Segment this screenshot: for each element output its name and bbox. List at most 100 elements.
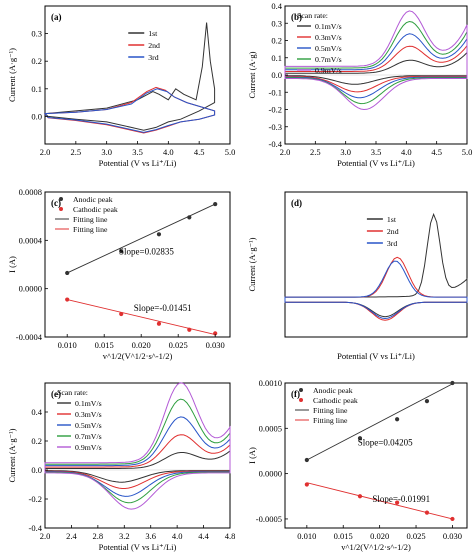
legend-marker bbox=[299, 398, 303, 402]
y-tick-label: 0.0 bbox=[31, 111, 42, 121]
data-point bbox=[304, 457, 309, 463]
x-tick-label: 2.0 bbox=[280, 147, 291, 157]
y-tick-label: 0.4 bbox=[31, 407, 42, 417]
x-tick-label: 4.5 bbox=[194, 147, 205, 157]
x-tick-label: 2.5 bbox=[71, 147, 82, 157]
legend-title: Scan rate: bbox=[297, 11, 328, 20]
cv-curve-0.3mV/s bbox=[284, 44, 468, 93]
x-axis-label: Potential (V vs Li⁺/Li) bbox=[337, 158, 415, 168]
legend-marker bbox=[59, 197, 63, 201]
x-tick-label: 0.010 bbox=[297, 531, 316, 541]
x-tick-label: 3.2 bbox=[119, 531, 130, 541]
y-tick-label: 0.1 bbox=[31, 84, 42, 94]
x-axis-label: Potential (V vs Li⁺/Li) bbox=[99, 158, 177, 168]
data-point bbox=[187, 215, 192, 220]
x-axis-label: Potential (V vs Li⁺/Li) bbox=[99, 542, 177, 552]
cv-curve-3rd bbox=[43, 88, 216, 133]
legend-entry: Fitting line bbox=[313, 406, 348, 415]
y-tick-label: 0.0004 bbox=[19, 235, 43, 245]
legend-entry: Cathodic peak bbox=[73, 205, 118, 214]
legend-entry: 2nd bbox=[387, 227, 399, 236]
fitting-line bbox=[306, 383, 453, 461]
data-point bbox=[119, 311, 124, 317]
slope-annotation-anodic: Slope=0.04205 bbox=[358, 437, 413, 447]
legend-entry: Anodic peak bbox=[73, 195, 113, 204]
legend-entry: Fitting line bbox=[313, 416, 348, 425]
legend-entry: 0.9mV/s bbox=[75, 443, 102, 452]
cv-curve-0.5mV/s bbox=[44, 416, 231, 497]
y-tick-label: 0.0 bbox=[31, 465, 42, 475]
legend-title: Scan rate: bbox=[57, 388, 88, 397]
x-tick-label: 2.0 bbox=[40, 531, 51, 541]
y-tick-label: -0.4 bbox=[29, 523, 43, 533]
cv-curve-0.9mV/s bbox=[44, 382, 231, 510]
data-point bbox=[65, 297, 70, 302]
cv-curve-0.7mV/s bbox=[44, 398, 231, 504]
data-point bbox=[213, 201, 218, 207]
x-tick-label: 3.0 bbox=[340, 147, 351, 157]
x-tick-label: 0.020 bbox=[370, 531, 389, 541]
x-tick-label: 2.4 bbox=[66, 531, 77, 541]
y-axis-label: Current (A·g) bbox=[247, 51, 257, 98]
legend-entry: Cathodic peak bbox=[313, 396, 358, 405]
panel-d: 1st 2nd 3rd Potential (V vs Li⁺/Li) Current … bbox=[247, 191, 468, 361]
data-point bbox=[119, 249, 124, 254]
y-axis-label: Current (A·g⁻¹) bbox=[247, 237, 257, 291]
y-tick-label: 0.0008 bbox=[19, 187, 42, 197]
data-point bbox=[395, 500, 400, 505]
panel-b: Scan rate: 0.1mV/s 0.3mV/s 0.5mV/s 0.7mV/s 0.… bbox=[247, 1, 472, 168]
data-point bbox=[395, 417, 400, 422]
data-point bbox=[156, 232, 162, 237]
data-point bbox=[304, 482, 309, 487]
y-tick-label: -0.2 bbox=[29, 494, 42, 504]
plot-frame bbox=[44, 5, 231, 145]
data-point bbox=[424, 399, 430, 404]
plot-frame bbox=[284, 191, 468, 338]
cv-curve-0.9mV/s bbox=[284, 10, 468, 111]
y-tick-label: 0.2 bbox=[31, 56, 42, 66]
legend-entry: 1st bbox=[148, 29, 158, 38]
panel-label: (f) bbox=[291, 389, 300, 399]
x-tick-label: 4.0 bbox=[401, 147, 412, 157]
y-tick-label: 0.2 bbox=[271, 36, 282, 46]
legend-marker bbox=[59, 207, 63, 211]
x-tick-label: 0.015 bbox=[334, 531, 353, 541]
x-tick-label: 5.0 bbox=[225, 147, 236, 157]
data-point bbox=[357, 494, 363, 499]
x-tick-label: 0.030 bbox=[206, 340, 225, 350]
y-axis-label: Current (A·g⁻¹) bbox=[7, 48, 17, 102]
y-tick-label: -0.4 bbox=[269, 139, 283, 149]
plot-frame bbox=[284, 382, 468, 529]
y-axis-label: I (A) bbox=[247, 447, 257, 464]
x-tick-label: 0.010 bbox=[58, 340, 77, 350]
y-tick-label: 0.0 bbox=[271, 70, 282, 80]
y-tick-label: 0.0005 bbox=[259, 423, 282, 433]
x-axis-label: v^1/2(V^1/2·s^-1/2) bbox=[341, 542, 411, 552]
data-point bbox=[450, 516, 455, 522]
x-tick-label: 4.0 bbox=[163, 147, 174, 157]
data-point bbox=[213, 331, 218, 336]
fitting-line bbox=[67, 203, 216, 274]
x-tick-label: 2.5 bbox=[310, 147, 321, 157]
data-point bbox=[424, 510, 430, 515]
slope-annotation-cathodic: Slope=-0.01991 bbox=[372, 494, 430, 504]
legend-entry: 0.3mV/s bbox=[75, 410, 102, 419]
legend-entry: 0.7mV/s bbox=[315, 55, 342, 64]
legend-entry: 0.9mV/s bbox=[315, 66, 342, 75]
x-tick-label: 0.025 bbox=[406, 531, 425, 541]
legend-marker bbox=[299, 388, 303, 392]
panel-a: 1st 2nd 3rd 2.0 2.5 3.0 3.5 4.0 4.5 5.0 0.0 0.1 0.2 0… bbox=[7, 5, 236, 168]
y-tick-label: 0.1 bbox=[271, 53, 282, 63]
x-tick-label: 0.025 bbox=[169, 340, 188, 350]
x-tick-label: 4.8 bbox=[225, 531, 236, 541]
cv-curve-2nd bbox=[44, 86, 216, 134]
legend-entry: 0.3mV/s bbox=[315, 33, 342, 42]
cv-curve-1st bbox=[43, 22, 216, 131]
legend-entry: 3rd bbox=[387, 239, 397, 248]
panel-label: (c) bbox=[51, 198, 61, 208]
cv-curve-0.5mV/s bbox=[284, 33, 468, 99]
x-tick-label: 2.8 bbox=[93, 531, 104, 541]
x-axis-label: v^1/2(V^1/2·s^-1/2) bbox=[103, 351, 173, 361]
